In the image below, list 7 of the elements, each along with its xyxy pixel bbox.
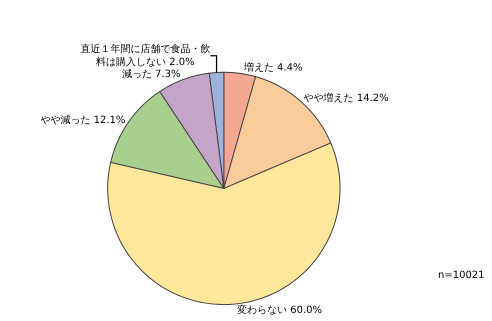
text: n=10021 <box>438 270 485 281</box>
slice-label: 増えた 4.4% <box>242 61 302 74</box>
slice-label: やや増えた 14.2% <box>304 92 389 104</box>
slice-label: 減った 7.3% <box>122 68 180 80</box>
slice-label: 直近１年間に店舗で食品・飲料は購入しない 2.0% <box>80 43 210 68</box>
slice-label: やや減った 12.1% <box>40 114 126 126</box>
slice-label: 変わらない 60.0% <box>237 304 322 316</box>
